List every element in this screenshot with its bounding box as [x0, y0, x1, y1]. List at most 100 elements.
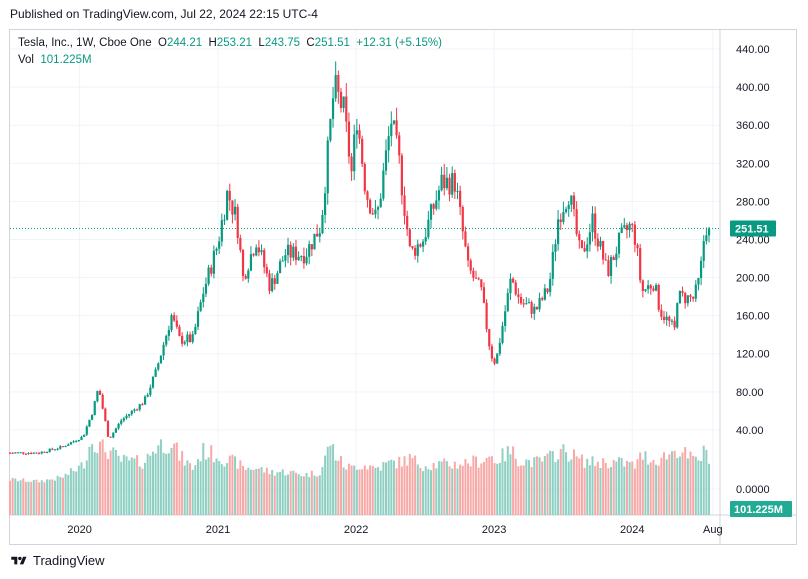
x-tick-label: 2024 — [620, 524, 644, 536]
volume-bar — [448, 466, 451, 515]
close-label: C — [306, 37, 315, 49]
volume-bar — [596, 461, 599, 515]
volume-bar — [525, 459, 528, 515]
volume-bar — [668, 454, 671, 515]
volume-bar — [122, 454, 125, 515]
candle-body — [128, 414, 131, 416]
volume-bar — [369, 465, 372, 515]
candle-body — [557, 219, 560, 245]
volume-bar — [461, 465, 464, 515]
candle-body — [530, 302, 533, 314]
candle-body — [670, 320, 674, 322]
volume-bar — [459, 464, 462, 515]
volume-bar — [279, 471, 282, 515]
volume-bar — [167, 453, 170, 515]
y-axis[interactable]: 440.00 400.00 360.00 320.00 280.00 240.00 200.… — [736, 44, 770, 496]
candle-body — [583, 248, 586, 252]
candle-body — [112, 432, 115, 438]
volume-bar — [535, 456, 538, 515]
volume-bar — [583, 467, 586, 515]
candle-body — [181, 335, 184, 344]
x-tick-label: 2020 — [67, 524, 91, 536]
volume-bar — [663, 452, 666, 515]
candle-body — [188, 334, 192, 343]
candle-body — [255, 247, 258, 256]
candle-body — [464, 231, 467, 247]
candle-body — [321, 214, 324, 234]
volume-bar — [120, 461, 123, 515]
volume-bar — [181, 451, 184, 515]
x-axis[interactable]: 2020 2021 2022 2023 2024 Aug — [67, 524, 722, 536]
volume-tag: 101.225M — [730, 501, 792, 517]
candle-body — [8, 452, 12, 454]
candle-body — [482, 287, 486, 303]
candle-body — [456, 190, 459, 192]
candle-body — [535, 306, 539, 310]
candle-body — [358, 130, 361, 139]
volume-bar — [61, 477, 64, 515]
volume-bar — [527, 460, 530, 515]
volume-bar — [334, 460, 337, 515]
candle-body — [109, 436, 112, 438]
volume-bar — [101, 439, 104, 515]
candle-body — [387, 136, 390, 151]
candle-body — [376, 207, 380, 210]
candle-body — [22, 452, 25, 454]
candle-body — [318, 233, 321, 237]
candle-body — [101, 394, 104, 409]
volume-bar — [554, 462, 557, 515]
volume-bar — [104, 452, 107, 515]
candle-body — [522, 303, 525, 305]
candle-body — [93, 401, 96, 416]
candle-body — [210, 267, 213, 274]
volume-bar — [300, 476, 303, 515]
volume-bar — [48, 479, 51, 515]
volume-bar — [496, 463, 499, 515]
tradingview-logo[interactable]: TradingView — [10, 553, 105, 568]
volume-bar — [371, 465, 374, 515]
candle-body — [554, 244, 557, 252]
candle-body — [570, 195, 573, 205]
volume-bar — [570, 459, 573, 515]
candle-body — [395, 120, 398, 136]
candle-body — [414, 247, 417, 256]
volume-bar — [149, 455, 152, 515]
volume-bar — [355, 469, 358, 515]
candle-body — [419, 244, 422, 247]
volume-bar — [136, 455, 139, 515]
volume-bar — [173, 443, 176, 515]
candle-body — [707, 228, 711, 236]
volume-bar — [562, 444, 565, 515]
candle-body — [51, 448, 54, 450]
candle-body — [519, 297, 523, 304]
candle-body — [469, 260, 472, 271]
chart-frame[interactable] — [9, 29, 797, 545]
y-tick-label: 360.00 — [736, 120, 770, 132]
candle-body — [448, 177, 451, 195]
candle-body — [212, 250, 215, 274]
candle-body — [40, 451, 43, 454]
candle-body — [104, 408, 107, 422]
volume-bar — [392, 460, 395, 515]
volume-bar — [75, 471, 78, 515]
candle-body — [390, 123, 393, 137]
volume-bar — [641, 459, 644, 515]
volume-bar — [72, 471, 75, 515]
candle-body — [45, 451, 49, 453]
volume-bar — [384, 462, 387, 515]
volume-bar — [128, 460, 131, 515]
candle-body — [644, 289, 647, 291]
volume-bar — [482, 461, 485, 515]
candle-body — [226, 190, 229, 220]
volume-bar — [472, 455, 475, 515]
volume-bar — [509, 454, 512, 515]
candle-body — [517, 294, 520, 298]
volume-bar — [106, 458, 109, 515]
volume-bar — [639, 452, 642, 515]
volume-bar — [353, 465, 356, 515]
candle-body — [334, 75, 337, 99]
volume-bar — [580, 454, 583, 515]
volume-bar — [427, 469, 430, 515]
candle-body — [83, 434, 86, 437]
